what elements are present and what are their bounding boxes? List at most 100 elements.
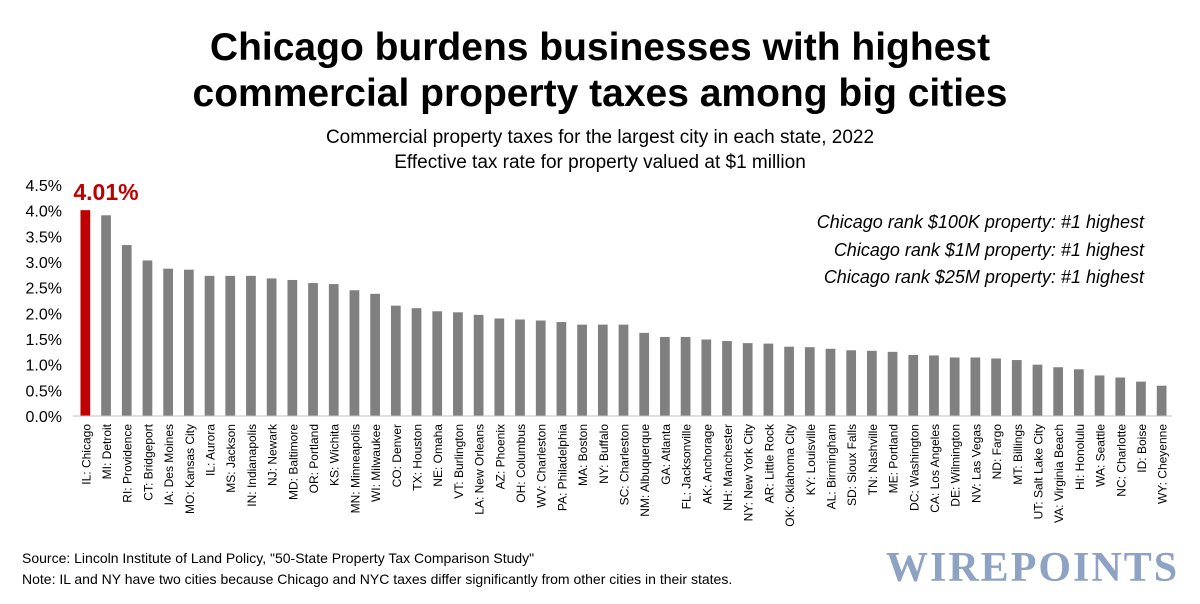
x-tick-label: RI: Providence	[121, 424, 135, 503]
source-text: Source: Lincoln Institute of Land Policy…	[22, 550, 535, 566]
x-tick-label: DC: Washington	[907, 424, 921, 511]
bar	[308, 283, 318, 416]
x-tick-label: AR: Little Rock	[762, 423, 776, 503]
bar	[618, 324, 629, 416]
bar	[970, 357, 981, 416]
bar	[204, 275, 215, 416]
x-tick-label: MN: Minneapolis	[348, 424, 362, 513]
x-tick-label: AZ: Phoenix	[493, 424, 507, 489]
x-tick-label: IN: Indianapolis	[245, 424, 259, 507]
bar	[929, 355, 939, 416]
x-tick-label: MS: Jackson	[224, 424, 238, 493]
rank-100k: Chicago rank $100K property: #1 highest	[816, 212, 1144, 232]
bar	[80, 210, 91, 416]
chart-title: Chicago burdens businesses with highest …	[0, 25, 1200, 117]
bar	[701, 339, 712, 416]
x-tick-label: AK: Anchorage	[700, 424, 714, 504]
bar	[742, 343, 753, 416]
x-tick-label: CA: Los Angeles	[928, 424, 942, 513]
bar	[349, 290, 360, 416]
bar	[867, 350, 877, 416]
x-tick-label: SC: Charleston	[618, 424, 632, 505]
x-tick-label: OH: Columbus	[514, 424, 528, 503]
bar	[577, 324, 587, 416]
x-tick-label: LA: New Orleans	[473, 424, 487, 515]
bar	[846, 350, 857, 416]
bar	[370, 293, 380, 416]
chart-title-line-2: commercial property taxes among big citi…	[192, 72, 1008, 115]
x-tick-label: WY: Cheyenne	[1156, 424, 1170, 504]
rank-25m: Chicago rank $25M property: #1 highest	[823, 267, 1144, 287]
chart-subtitle-line-2: Effective tax rate for property valued a…	[394, 152, 806, 173]
x-tick-label: MA: Boston	[576, 424, 590, 486]
bar	[887, 351, 898, 416]
y-tick-label: 4.5%	[26, 178, 62, 195]
y-tick-label: 4.0%	[26, 204, 62, 221]
x-tick-label: IA: Des Moines	[162, 424, 176, 505]
bar	[163, 268, 174, 416]
x-tick-label: NV: Las Vegas	[969, 424, 983, 503]
bar	[515, 319, 525, 416]
bar	[784, 346, 794, 416]
bar	[991, 358, 1001, 416]
bar	[680, 336, 691, 416]
y-tick-label: 2.0%	[26, 306, 62, 323]
bar	[1094, 375, 1105, 416]
x-tick-label: IL: Aurora	[204, 424, 218, 476]
bar	[266, 278, 277, 416]
x-tick-label: HI: Honolulu	[1073, 424, 1087, 490]
bar	[494, 318, 505, 416]
x-tick-label: DE: Wilmington	[949, 424, 963, 507]
bar	[453, 312, 463, 416]
bar	[908, 354, 919, 416]
bar	[390, 305, 401, 416]
bar	[556, 322, 567, 416]
y-tick-label: 3.0%	[26, 255, 62, 272]
bar	[101, 215, 111, 416]
x-tick-label: OR: Portland	[307, 424, 321, 493]
bar	[660, 336, 670, 416]
x-tick-label: SD: Sioux Falls	[845, 424, 859, 506]
chart-title-line-1: Chicago burdens businesses with highest	[209, 26, 991, 69]
x-tick-label: MI: Detroit	[100, 423, 114, 479]
highlight-data-label: 4.01%	[73, 179, 138, 205]
x-tick-label: WA: Seattle	[1094, 424, 1108, 487]
y-tick-label: 1.0%	[26, 358, 62, 375]
chart-subtitle-line-1: Commercial property taxes for the larges…	[325, 127, 875, 148]
bar	[473, 314, 484, 416]
x-tick-label: NH: Manchester	[721, 424, 735, 511]
x-tick-label: MD: Baltimore	[286, 424, 300, 500]
x-tick-label: VT: Burlington	[452, 424, 466, 499]
bar	[328, 284, 339, 416]
x-tick-label: NC: Charlotte	[1114, 424, 1128, 497]
x-tick-label: AL: Birmingham	[824, 424, 838, 509]
y-tick-label: 0.0%	[26, 409, 62, 426]
note-text: Note: IL and NY have two cities because …	[22, 571, 733, 587]
y-tick-label: 3.5%	[26, 229, 62, 246]
bar	[1156, 385, 1167, 416]
x-tick-label: NY: New York City	[742, 424, 756, 521]
x-tick-label: CT: Bridgeport	[141, 423, 155, 500]
x-tick-label: NY: Buffalo	[597, 424, 611, 484]
x-tick-label: NJ: Newark	[266, 423, 280, 486]
bar	[1073, 369, 1084, 416]
x-tick-label: KY: Louisville	[804, 424, 818, 496]
x-tick-label: NE: Omaha	[431, 424, 445, 487]
bar	[1115, 377, 1126, 416]
bar	[1136, 381, 1146, 416]
x-tick-label: ME: Portland	[887, 424, 901, 493]
bar	[1011, 360, 1022, 416]
y-tick-label: 0.5%	[26, 383, 62, 400]
bar	[225, 275, 236, 416]
y-tick-label: 1.5%	[26, 332, 62, 349]
x-tick-label: WV: Charleston	[535, 424, 549, 508]
x-tick-label: VA: Virginia Beach	[1052, 424, 1066, 523]
x-tick-label: IL: Chicago	[79, 424, 93, 485]
bar	[763, 343, 774, 416]
x-tick-label: MT: Billings	[1011, 424, 1025, 485]
bar	[535, 320, 546, 416]
source-notes: Source: Lincoln Institute of Land Policy…	[22, 548, 732, 590]
x-tick-label: NM: Albuquerque	[638, 424, 652, 517]
bar	[804, 347, 815, 416]
